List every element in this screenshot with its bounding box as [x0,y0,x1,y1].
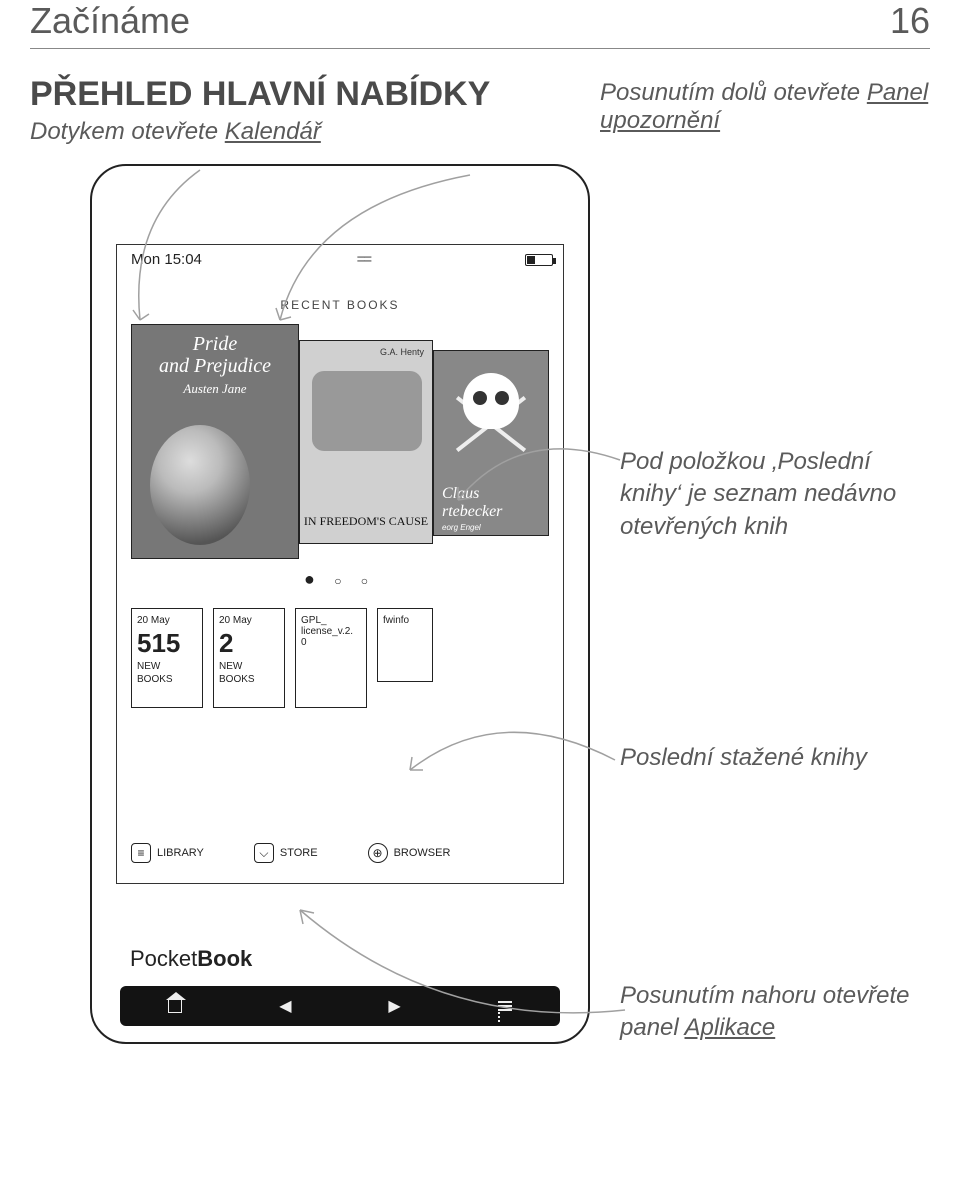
home-button-icon[interactable] [168,999,182,1013]
nav-store[interactable]: ⌵ STORE [254,843,318,863]
book-author: Austen Jane [132,381,298,397]
callout-apps: Posunutím nahoru otevřete panel Aplikace [620,980,920,1045]
page-section: Začínáme [30,0,190,42]
download-card[interactable]: 20 May 515 NEW BOOKS [131,608,203,708]
book-cover[interactable]: Claus rtebecker eorg Engel [433,350,549,536]
apps-link[interactable]: Aplikace [685,1014,776,1041]
nav-label: BROWSER [394,847,451,859]
nav-library[interactable]: ≡ LIBRARY [131,843,204,863]
card-date: 20 May [137,615,197,626]
book-title: Claus [442,485,548,503]
nav-browser[interactable]: ⊕ BROWSER [368,843,451,863]
download-card[interactable]: 20 May 2 NEW BOOKS [213,608,285,708]
nav-label: STORE [280,847,318,859]
book-author: G.A. Henty [380,347,424,357]
page-number: 16 [890,0,930,42]
book-author: eorg Engel [442,523,548,532]
next-button-icon[interactable]: ▶ [388,996,400,1016]
hint-calendar-text: Dotykem otevřete [30,118,225,145]
device-illustration: Mon 15:04 == RECENT BOOKS Pride and Prej… [60,164,620,1054]
download-card[interactable]: GPL_ license_v.2. 0 [295,608,367,708]
globe-icon: ⊕ [368,843,388,863]
store-icon: ⌵ [254,843,274,863]
page-dots[interactable]: ● ○ ○ [117,569,563,590]
page-title: PŘEHLED HLAVNÍ NABÍDKY [30,75,510,114]
card-label: NEW [137,661,197,672]
download-card[interactable]: fwinfo [377,608,433,682]
drag-handle-icon[interactable]: == [202,251,525,268]
callout-recent-books: Pod položkou ‚Poslední knihy‘ je seznam … [620,446,920,543]
callout-downloads: Poslední stažené knihy [620,744,920,772]
brand-logo: PocketBook [130,946,252,972]
book-title: rtebecker [442,503,548,521]
card-filename: license_v.2. [301,626,361,637]
book-title: Pride [132,333,298,356]
battery-icon [525,254,553,266]
recent-books-row: Pride and Prejudice Austen Jane G.A. Hen… [131,324,549,559]
calendar-link[interactable]: Kalendář [225,118,321,145]
cover-art-placeholder [150,425,250,545]
hint-calendar: Dotykem otevřete Kalendář [30,118,510,146]
book-title: IN FREEDOM'S CAUSE [300,514,432,529]
hint-notification-text: Posunutím dolů otevřete [600,79,867,106]
menu-button-icon[interactable] [498,1001,512,1011]
prev-button-icon[interactable]: ◀ [279,996,291,1016]
hardware-button-bar: ◀ ▶ [120,986,560,1026]
logo-part-b: Book [197,946,252,971]
skull-icon [463,373,519,429]
logo-part-a: Pocket [130,946,197,971]
cover-art-placeholder [312,371,422,451]
status-bar: Mon 15:04 == [117,245,563,270]
dot-inactive: ○ ○ [334,574,376,588]
recent-books-label: RECENT BOOKS [117,298,563,312]
library-icon: ≡ [131,843,151,863]
book-cover[interactable]: Pride and Prejudice Austen Jane [131,324,299,559]
download-cards-row: 20 May 515 NEW BOOKS 20 May 2 NEW BOOKS … [131,608,549,708]
nav-label: LIBRARY [157,847,204,859]
card-label: BOOKS [137,674,197,685]
card-count: 515 [137,628,197,659]
clock-label[interactable]: Mon 15:04 [131,251,202,268]
device-screen: Mon 15:04 == RECENT BOOKS Pride and Prej… [116,244,564,884]
hint-notification: Posunutím dolů otevřete Panel upozornění [600,79,930,146]
book-cover[interactable]: G.A. Henty IN FREEDOM'S CAUSE [299,340,433,544]
card-count: 2 [219,628,279,659]
card-label: BOOKS [219,674,279,685]
book-title: and Prejudice [132,355,298,378]
card-filename: 0 [301,637,361,648]
card-date: 20 May [219,615,279,626]
card-label: NEW [219,661,279,672]
bottom-nav: ≡ LIBRARY ⌵ STORE ⊕ BROWSER [131,843,549,863]
dot-active: ● [304,569,323,589]
card-filename: fwinfo [383,615,427,626]
card-filename: GPL_ [301,615,361,626]
